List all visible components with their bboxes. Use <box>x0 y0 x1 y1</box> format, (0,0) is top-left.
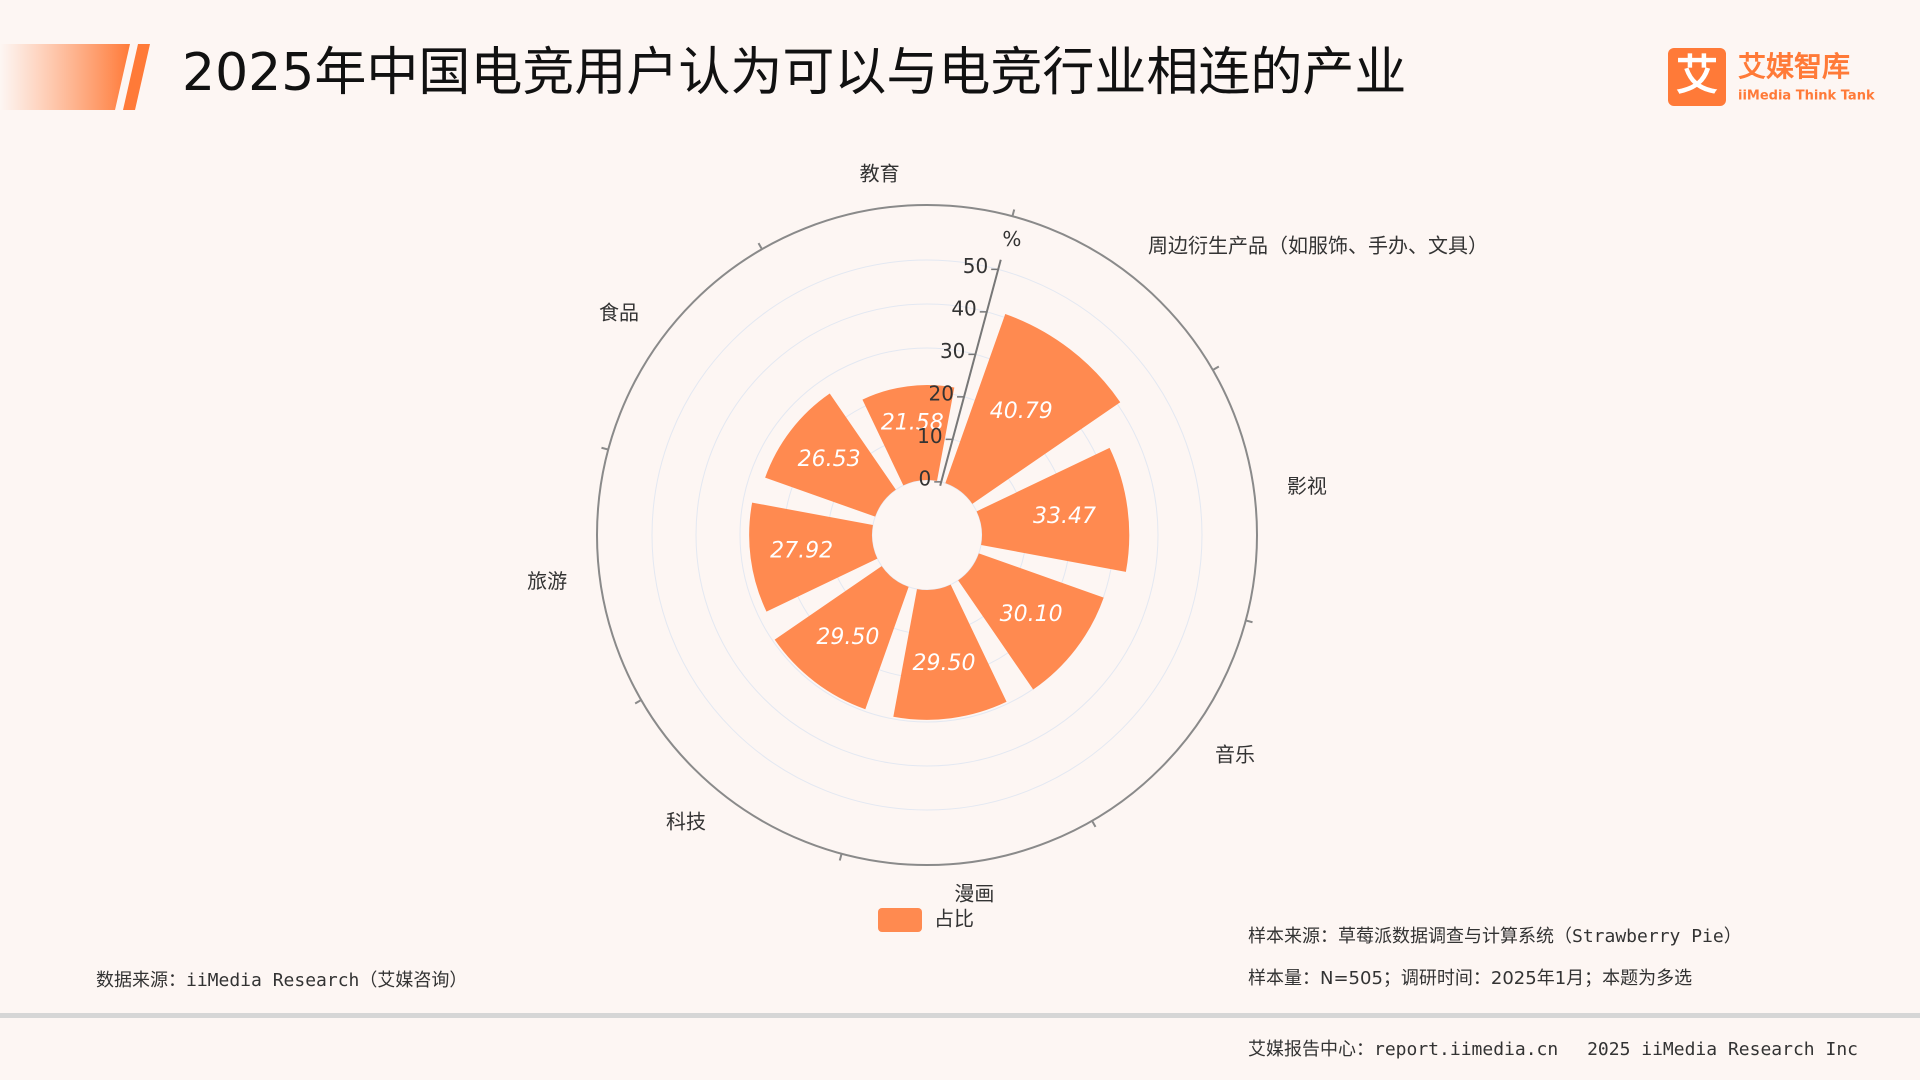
bar <box>765 393 896 517</box>
bar <box>945 313 1121 504</box>
radius-tick-label: 20 <box>929 381 954 405</box>
angle-tick <box>1091 820 1097 828</box>
bar <box>774 566 909 710</box>
logo-icon: 艾 <box>1676 51 1718 100</box>
bar <box>976 447 1130 572</box>
angle-tick <box>601 446 609 451</box>
category-label: 漫画 <box>954 881 994 905</box>
bar <box>749 502 878 612</box>
angle-tick <box>634 699 642 705</box>
legend-label: 占比 <box>934 907 974 931</box>
value-label: 33.47 <box>1033 504 1096 529</box>
footer-line <box>0 1013 1920 1018</box>
angle-tick <box>1245 619 1253 624</box>
chart: 40.79 周边衍生产品（如服饰、手办、文具） 33.47 影视 30.10 音乐 29.5… <box>527 162 1488 932</box>
logo-sub: iiMedia Think Tank <box>1738 89 1875 104</box>
category-label: 科技 <box>666 809 706 833</box>
sample-source: 样本来源：草莓派数据调查与计算系统（Strawberry Pie） <box>1248 926 1742 947</box>
angle-axis <box>596 204 1258 866</box>
title: 2025年中国电竞用户认为可以与电竞行业相连的产业 <box>182 43 1406 103</box>
logo-name: 艾媒智库 <box>1738 50 1850 83</box>
bar <box>893 584 1007 720</box>
radius-tick-label: 10 <box>917 424 942 448</box>
category-label: 周边衍生产品（如服饰、手办、文具） <box>1148 234 1488 258</box>
category-label: 音乐 <box>1215 742 1255 766</box>
angle-tick <box>1011 209 1016 217</box>
grid-circle <box>651 259 1203 811</box>
radius-tick-label: 0 <box>919 466 932 490</box>
footer: 艾媒报告中心：report.iimedia.cn 2025 iiMedia Re… <box>1248 1039 1858 1060</box>
header-bar <box>0 44 130 110</box>
category-label: 旅游 <box>527 569 567 593</box>
sample-size: 样本量：N=505；调研时间：2025年1月；本题为多选 <box>1248 968 1692 989</box>
category-label: 食品 <box>599 301 639 325</box>
legend-swatch <box>878 908 922 932</box>
bar <box>958 553 1104 690</box>
category-label: 影视 <box>1287 474 1327 498</box>
value-label: 26.53 <box>798 447 861 472</box>
grid-circle <box>695 303 1159 767</box>
value-label: 30.10 <box>1000 602 1063 627</box>
value-label: 29.50 <box>912 651 975 676</box>
value-label: 27.92 <box>770 539 833 564</box>
value-label: 40.79 <box>990 399 1053 424</box>
angle-tick <box>757 242 763 250</box>
category-label: 教育 <box>860 162 900 186</box>
radius-tick-label: 40 <box>951 296 976 320</box>
radius-tick-label: 50 <box>963 254 988 278</box>
value-label: 21.58 <box>881 410 944 435</box>
logo-icon-bg <box>1668 48 1726 106</box>
radius-tick-label: 30 <box>940 339 965 363</box>
radius-axis <box>939 259 1002 486</box>
angle-tick <box>1212 365 1220 371</box>
header-stripe <box>123 44 150 110</box>
value-label: 29.50 <box>816 625 879 650</box>
angle-tick <box>838 853 843 861</box>
radius-unit: % <box>1002 227 1021 251</box>
bar <box>862 385 955 486</box>
source: 数据来源：iiMedia Research（艾媒咨询） <box>96 970 467 991</box>
